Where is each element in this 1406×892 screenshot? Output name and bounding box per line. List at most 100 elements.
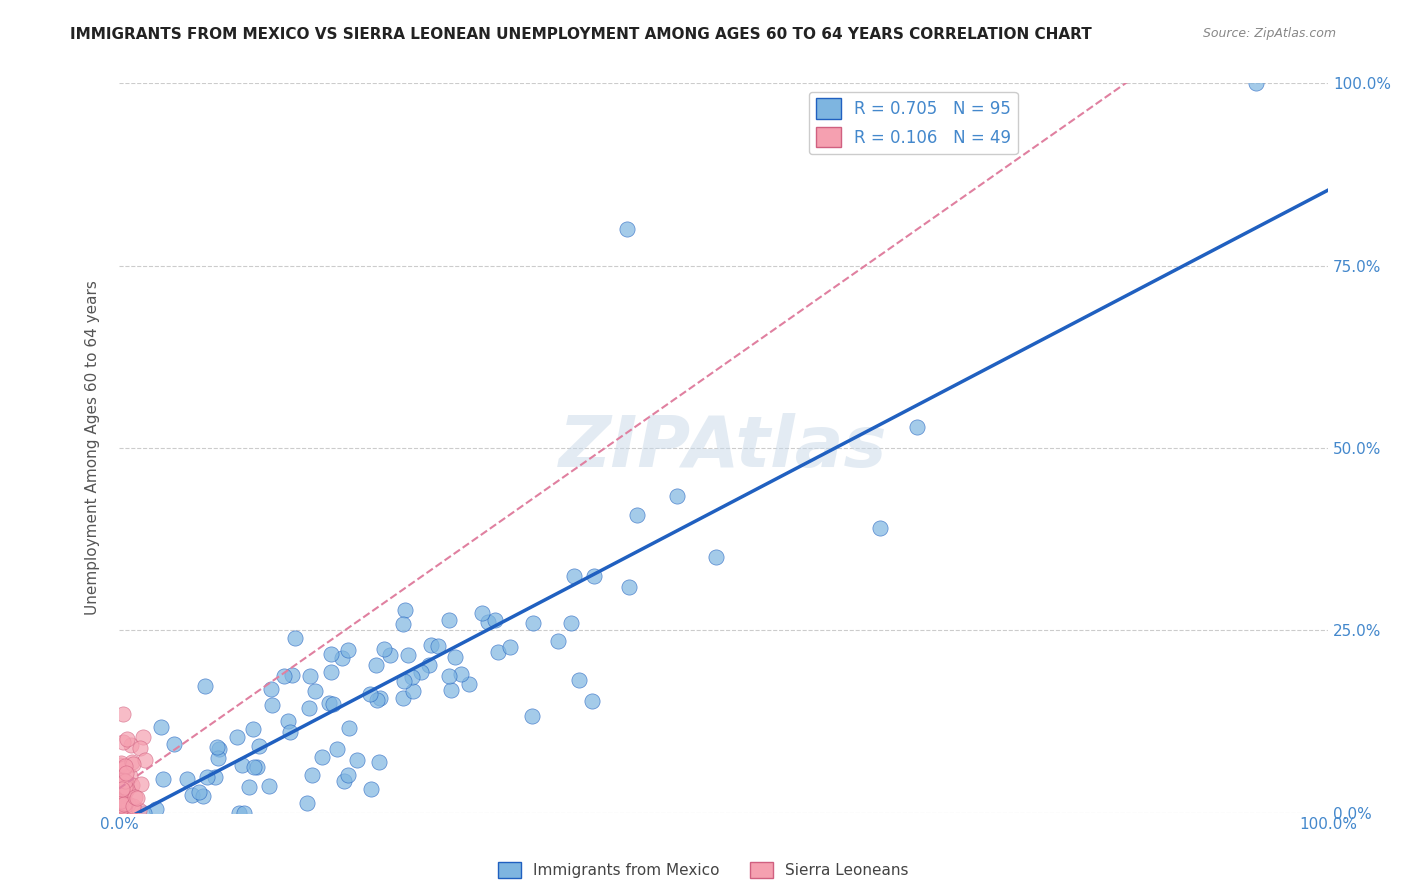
Immigrants from Mexico [704, 549, 727, 564]
Sierra Leoneans [132, 731, 155, 745]
Immigrants from Mexico [242, 722, 264, 736]
Immigrants from Mexico [332, 773, 354, 788]
Immigrants from Mexico [401, 670, 423, 684]
Sierra Leoneans [115, 731, 138, 746]
Immigrants from Mexico [259, 779, 281, 793]
Immigrants from Mexico [486, 645, 509, 659]
Immigrants from Mexico [311, 750, 333, 764]
Immigrants from Mexico [232, 805, 254, 820]
Sierra Leoneans [112, 797, 135, 812]
Sierra Leoneans [112, 800, 135, 814]
Sierra Leoneans [115, 782, 138, 797]
Immigrants from Mexico [176, 772, 198, 786]
Immigrants from Mexico [319, 665, 342, 679]
Sierra Leoneans [110, 756, 132, 771]
Immigrants from Mexico [418, 657, 440, 672]
Sierra Leoneans [110, 788, 132, 802]
Immigrants from Mexico [204, 770, 226, 784]
Immigrants from Mexico [246, 760, 269, 774]
Sierra Leoneans [114, 774, 136, 789]
Sierra Leoneans [110, 800, 132, 814]
Immigrants from Mexico [187, 785, 209, 799]
Sierra Leoneans [115, 782, 138, 797]
Immigrants from Mexico [581, 693, 603, 707]
Immigrants from Mexico [321, 647, 343, 661]
Immigrants from Mexico [437, 613, 460, 627]
Immigrants from Mexico [336, 643, 359, 657]
Immigrants from Mexico [318, 696, 340, 710]
Immigrants from Mexico [522, 709, 544, 723]
Immigrants from Mexico [330, 651, 353, 665]
Immigrants from Mexico [284, 631, 307, 645]
Immigrants from Mexico [195, 771, 218, 785]
Immigrants from Mexico [280, 667, 302, 681]
Immigrants from Mexico [411, 665, 433, 679]
Immigrants from Mexico [547, 634, 569, 648]
Text: IMMIGRANTS FROM MEXICO VS SIERRA LEONEAN UNEMPLOYMENT AMONG AGES 60 TO 64 YEARS : IMMIGRANTS FROM MEXICO VS SIERRA LEONEAN… [70, 27, 1092, 42]
Immigrants from Mexico [471, 607, 494, 621]
Sierra Leoneans [121, 755, 143, 769]
Immigrants from Mexico [562, 569, 585, 583]
Immigrants from Mexico [402, 683, 425, 698]
Immigrants from Mexico [277, 714, 299, 728]
Immigrants from Mexico [359, 687, 381, 701]
Immigrants from Mexico [458, 677, 481, 691]
Immigrants from Mexico [295, 796, 318, 810]
Immigrants from Mexico [278, 725, 301, 739]
Sierra Leoneans [112, 735, 135, 749]
Sierra Leoneans [108, 758, 131, 772]
Text: Source: ZipAtlas.com: Source: ZipAtlas.com [1202, 27, 1336, 40]
Immigrants from Mexico [443, 649, 465, 664]
Sierra Leoneans [112, 793, 135, 807]
Sierra Leoneans [122, 801, 145, 815]
Sierra Leoneans [114, 796, 136, 810]
Immigrants from Mexico [498, 640, 520, 654]
Immigrants from Mexico [149, 721, 172, 735]
Sierra Leoneans [111, 782, 134, 797]
Immigrants from Mexico [193, 789, 215, 803]
Immigrants from Mexico [522, 615, 544, 630]
Sierra Leoneans [112, 794, 135, 808]
Immigrants from Mexico [145, 802, 167, 816]
Sierra Leoneans [110, 798, 132, 813]
Sierra Leoneans [112, 788, 135, 802]
Sierra Leoneans [110, 794, 132, 808]
Immigrants from Mexico [231, 758, 253, 772]
Immigrants from Mexico [273, 669, 295, 683]
Immigrants from Mexico [322, 697, 344, 711]
Immigrants from Mexico [163, 737, 186, 751]
Immigrants from Mexico [420, 638, 443, 652]
Sierra Leoneans [108, 762, 131, 776]
Immigrants from Mexico [905, 420, 928, 434]
Sierra Leoneans [112, 799, 135, 814]
Immigrants from Mexico [207, 741, 229, 756]
Immigrants from Mexico [398, 648, 420, 663]
Immigrants from Mexico [346, 753, 368, 767]
Immigrants from Mexico [336, 767, 359, 781]
Immigrants from Mexico [450, 667, 472, 681]
Immigrants from Mexico [339, 721, 361, 735]
Immigrants from Mexico [617, 580, 640, 594]
Immigrants from Mexico [392, 673, 415, 688]
Immigrants from Mexico [262, 698, 284, 712]
Sierra Leoneans [110, 778, 132, 792]
Sierra Leoneans [128, 741, 150, 756]
Sierra Leoneans [121, 778, 143, 792]
Immigrants from Mexico [391, 617, 413, 632]
Sierra Leoneans [114, 766, 136, 780]
Immigrants from Mexico [326, 741, 349, 756]
Immigrants from Mexico [373, 642, 395, 657]
Sierra Leoneans [112, 776, 135, 790]
Sierra Leoneans [112, 772, 135, 787]
Immigrants from Mexico [297, 700, 319, 714]
Sierra Leoneans [111, 706, 134, 721]
Sierra Leoneans [112, 779, 135, 793]
Immigrants from Mexico [437, 669, 460, 683]
Text: ZIPAtlas: ZIPAtlas [560, 414, 887, 483]
Immigrants from Mexico [247, 739, 270, 753]
Sierra Leoneans [128, 803, 150, 817]
Sierra Leoneans [120, 769, 142, 783]
Sierra Leoneans [114, 759, 136, 773]
Immigrants from Mexico [152, 772, 174, 786]
Immigrants from Mexico [226, 731, 249, 745]
